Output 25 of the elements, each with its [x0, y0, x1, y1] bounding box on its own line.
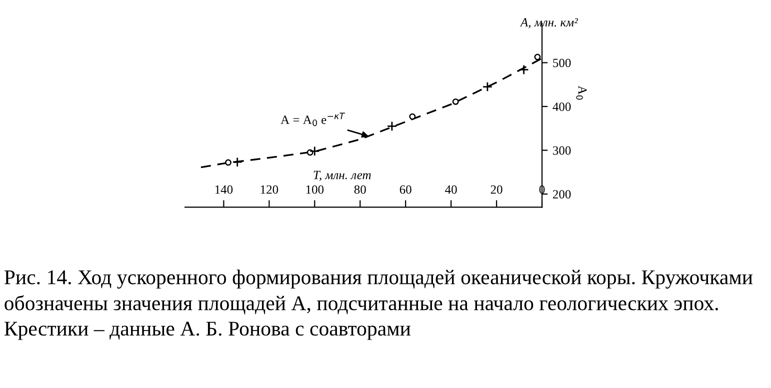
annotation: A = A$_{0}$ e$^{−κT}$: [280, 112, 346, 126]
point: [310, 146, 320, 156]
x-axis-title: T, млн. лет: [314, 170, 371, 182]
y-axis-title: А, млн. км²: [520, 18, 578, 28]
y-tick-label: 500: [553, 58, 571, 68]
point: [534, 54, 541, 60]
x-tick-label: 80: [354, 185, 366, 194]
y-tick-label: 300: [553, 146, 571, 155]
y-tick-label: 200: [552, 190, 571, 199]
x-tick-label: 40: [445, 185, 457, 194]
point: [518, 64, 529, 75]
x-tick-label: 140: [215, 185, 233, 194]
x-tick-label: 120: [260, 185, 278, 194]
x-tick-label: 100: [306, 185, 324, 194]
point: [386, 121, 398, 132]
point: [452, 98, 459, 105]
point: [225, 159, 232, 166]
point: [482, 82, 493, 92]
x-tick-label: 20: [490, 185, 502, 194]
x-tick-label: 60: [400, 185, 412, 194]
text: А$_{0}$: [576, 86, 587, 100]
text: Рис. 14. Ход ускоренного формирования площадей океанической коры. Кружочками обозначены значения площадей А, подсчитанные на начало геологических эпох. Крестики – данные А. Б. Ронова с соавторами: [4, 270, 753, 340]
point: [232, 157, 242, 168]
y-tick-label: 400: [552, 102, 571, 111]
point: [409, 113, 416, 120]
